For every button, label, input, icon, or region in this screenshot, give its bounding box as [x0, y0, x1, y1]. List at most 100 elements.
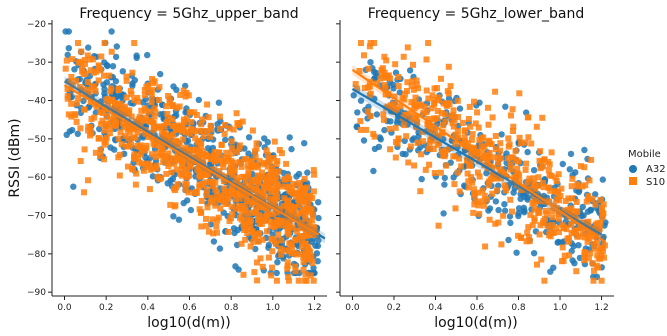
point-s10	[585, 196, 592, 203]
point-s10	[410, 61, 416, 68]
point-s10	[495, 159, 502, 166]
point-s10	[395, 83, 402, 90]
point-a32	[304, 169, 311, 176]
point-s10	[242, 177, 249, 184]
point-a32	[507, 219, 514, 227]
point-s10	[284, 203, 291, 210]
point-s10	[207, 156, 214, 162]
point-s10	[378, 70, 385, 76]
point-a32	[315, 199, 322, 206]
point-s10	[171, 160, 178, 167]
point-s10	[67, 78, 74, 85]
point-s10	[577, 225, 584, 231]
point-s10	[461, 134, 468, 141]
point-s10	[525, 134, 532, 141]
point-a32	[575, 188, 582, 196]
point-s10	[199, 159, 205, 165]
point-s10	[270, 155, 277, 161]
point-s10	[249, 162, 256, 169]
point-s10	[281, 247, 288, 254]
point-s10	[244, 162, 251, 169]
point-a32	[498, 131, 505, 138]
point-s10	[63, 57, 70, 64]
point-s10	[81, 57, 88, 63]
point-s10	[265, 254, 272, 261]
point-s10	[106, 130, 113, 137]
point-s10	[133, 170, 140, 177]
point-s10	[435, 132, 442, 139]
point-s10	[64, 86, 71, 93]
point-s10	[485, 121, 492, 128]
point-s10	[306, 228, 313, 234]
point-s10	[374, 80, 380, 87]
point-s10	[482, 153, 489, 159]
point-s10	[130, 134, 137, 141]
point-s10	[442, 111, 449, 118]
point-s10	[199, 116, 206, 123]
point-s10	[569, 175, 576, 182]
point-s10	[248, 201, 255, 208]
point-s10	[104, 113, 111, 120]
point-s10	[573, 268, 580, 275]
point-a32	[495, 206, 502, 214]
point-s10	[533, 123, 540, 130]
point-s10	[215, 157, 222, 164]
point-s10	[425, 95, 432, 102]
point-s10	[558, 185, 565, 192]
point-s10	[515, 158, 522, 165]
point-s10	[212, 202, 219, 209]
point-a32	[187, 206, 195, 214]
point-s10	[536, 209, 543, 216]
point-s10	[159, 148, 166, 155]
point-s10	[107, 125, 114, 132]
point-s10	[174, 155, 181, 162]
point-s10	[301, 185, 308, 192]
point-s10	[469, 179, 476, 186]
x-tick-label: 0.4	[428, 303, 443, 313]
point-s10	[546, 232, 553, 238]
point-s10	[196, 172, 203, 179]
point-s10	[95, 77, 102, 84]
legend-title: Mobile	[628, 149, 661, 160]
point-s10	[586, 235, 593, 242]
point-a32	[524, 148, 531, 156]
point-s10	[125, 163, 131, 170]
point-s10	[565, 238, 572, 245]
point-s10	[309, 217, 316, 224]
point-a32	[69, 126, 76, 134]
x-tick-label: 1.2	[307, 303, 321, 313]
point-a32	[524, 196, 531, 203]
point-s10	[302, 250, 309, 256]
point-s10	[236, 145, 243, 152]
point-s10	[434, 141, 441, 148]
point-s10	[142, 114, 149, 121]
point-s10	[430, 146, 437, 152]
point-a32	[569, 257, 576, 264]
point-s10	[285, 184, 292, 191]
point-s10	[481, 143, 488, 150]
point-s10	[293, 227, 300, 234]
point-s10	[191, 109, 198, 116]
point-s10	[549, 208, 555, 215]
point-s10	[588, 156, 595, 163]
point-s10	[209, 183, 216, 189]
point-s10	[471, 98, 477, 105]
point-s10	[101, 72, 107, 79]
point-a32	[245, 150, 252, 157]
point-s10	[553, 178, 560, 185]
point-s10	[497, 147, 504, 154]
point-s10	[214, 189, 220, 196]
point-s10	[404, 44, 411, 51]
point-s10	[167, 201, 174, 208]
point-a32	[265, 241, 273, 249]
point-s10	[279, 183, 286, 190]
legend: Mobile A32 S10	[628, 149, 666, 188]
point-s10	[104, 100, 111, 107]
point-a32	[133, 52, 140, 59]
point-s10	[295, 277, 302, 284]
point-s10	[129, 69, 136, 76]
point-s10	[268, 272, 275, 279]
point-a32	[354, 109, 361, 116]
point-s10	[182, 93, 189, 100]
point-s10	[572, 228, 579, 235]
